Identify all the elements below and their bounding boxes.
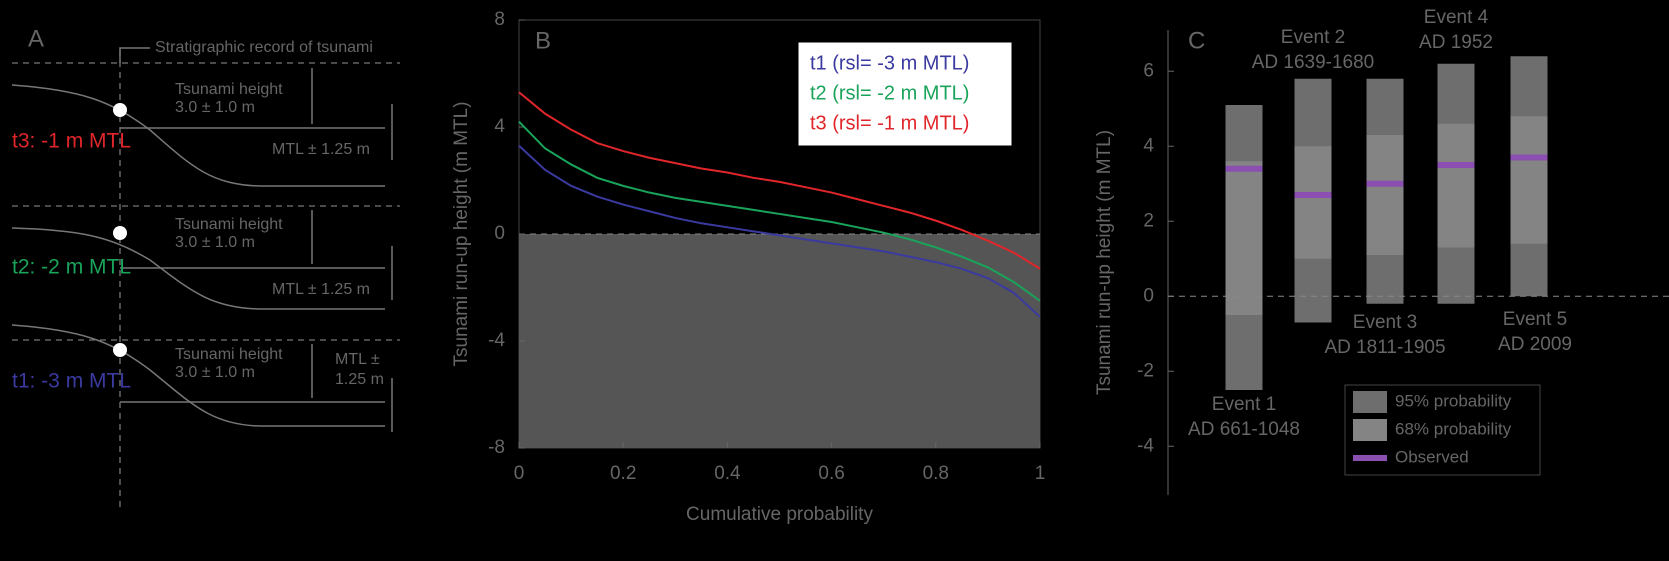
- legend-box: [797, 41, 1013, 147]
- range-bar: [1510, 116, 1548, 244]
- x-tick-label: 0.8: [923, 463, 949, 484]
- x-tick-label: 1: [1035, 463, 1046, 484]
- legend-swatch: [1353, 419, 1387, 441]
- legend-label: Observed: [1395, 447, 1469, 466]
- panel-label: C: [1188, 27, 1205, 54]
- event-label: Event 5: [1503, 309, 1567, 330]
- panel-label: A: [28, 25, 44, 52]
- event-label: Event 1: [1212, 394, 1276, 415]
- legend-label: t2 (rsl= -2 m MTL): [810, 82, 969, 104]
- event-period: AD 1639-1680: [1252, 52, 1375, 73]
- series-line: [518, 144, 1041, 318]
- sample-dot: [113, 103, 127, 117]
- height-label: Tsunami height: [175, 346, 283, 363]
- range-bar: [1225, 161, 1263, 315]
- event-period: AD 661-1048: [1188, 419, 1300, 440]
- mtl-label: MTL ±: [335, 351, 380, 368]
- scenario-label: t3: -1 m MTL: [12, 130, 131, 153]
- event-period: AD 1811-1905: [1324, 337, 1445, 358]
- sample-dot: [113, 226, 127, 240]
- mtl-label: MTL ± 1.25 m: [272, 141, 370, 158]
- range-bar: [1437, 123, 1475, 248]
- y-tick-label: -4: [488, 330, 505, 351]
- y-tick-label: 6: [1143, 60, 1154, 81]
- y-tick-label: 2: [1143, 210, 1154, 231]
- legend-label: t1 (rsl= -3 m MTL): [810, 52, 969, 74]
- scenario-label: t1: -3 m MTL: [12, 370, 131, 393]
- x-tick-label: 0: [514, 463, 525, 484]
- x-tick-label: 0.6: [818, 463, 844, 484]
- profile: [11, 324, 385, 427]
- schematic: A Stratigraphic record of tsunami: [11, 25, 400, 510]
- profile: [11, 227, 385, 310]
- scenario-label: t2: -2 m MTL: [12, 256, 131, 279]
- height-value: 3.0 ± 1.0 m: [175, 234, 255, 251]
- series-line: [518, 120, 1041, 302]
- y-tick-label: 8: [494, 9, 505, 30]
- y-tick-label: -2: [1137, 360, 1154, 381]
- sample-dot: [113, 343, 127, 357]
- height-value: 3.0 ± 1.0 m: [175, 364, 255, 381]
- legend-label: 95% probability: [1395, 391, 1512, 410]
- panel-label: B: [535, 27, 551, 54]
- x-tick-label: 0.2: [610, 463, 636, 484]
- height-label: Tsunami height: [175, 81, 283, 98]
- event-label: Event 4: [1424, 7, 1489, 28]
- y-tick-label: -8: [488, 437, 505, 458]
- y-tick-label: -4: [1137, 435, 1154, 456]
- legend-label: 68% probability: [1395, 419, 1512, 438]
- y-tick-label: 4: [1143, 135, 1154, 156]
- legend-swatch: [1353, 391, 1387, 413]
- caption: Stratigraphic record of tsunami: [155, 39, 373, 56]
- legend-label: t3 (rsl= -1 m MTL): [810, 112, 969, 134]
- event-label: Event 2: [1281, 27, 1345, 48]
- y-tick-label: 4: [494, 116, 505, 137]
- y-axis-label: Tsunami run-up height (m MTL): [451, 101, 472, 366]
- series-line: [518, 91, 1041, 270]
- event-period: AD 2009: [1498, 334, 1572, 355]
- range-bar: [1294, 146, 1332, 259]
- event-period: AD 1952: [1419, 32, 1493, 53]
- y-axis-label: Tsunami run-up height (m MTL): [1094, 130, 1115, 395]
- y-tick-label: 0: [494, 223, 505, 244]
- event-label: Event 3: [1353, 312, 1417, 333]
- leader-line: [119, 47, 150, 63]
- x-axis-label: Cumulative probability: [686, 504, 873, 525]
- height-value: 3.0 ± 1.0 m: [175, 99, 255, 116]
- height-label: Tsunami height: [175, 216, 283, 233]
- y-tick-label: 0: [1143, 285, 1154, 306]
- profile: [11, 84, 385, 187]
- mtl-label: 1.25 m: [335, 371, 384, 388]
- mtl-label: MTL ± 1.25 m: [272, 281, 370, 298]
- x-tick-label: 0.4: [714, 463, 741, 484]
- range-bar: [1366, 135, 1404, 255]
- shaded-region: [519, 234, 1040, 448]
